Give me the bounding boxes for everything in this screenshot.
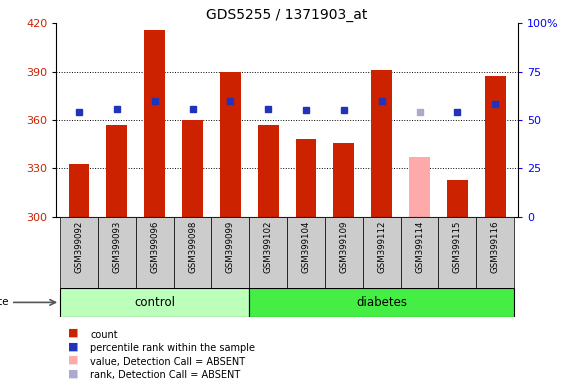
Text: ■: ■	[68, 328, 78, 338]
Text: GSM399096: GSM399096	[150, 220, 159, 273]
Bar	[60, 288, 249, 317]
Text: count: count	[90, 330, 118, 340]
Bar	[447, 180, 468, 217]
Bar	[258, 125, 279, 217]
Bar	[287, 217, 325, 288]
Text: diabetes: diabetes	[356, 296, 407, 309]
Text: GSM399102: GSM399102	[263, 220, 272, 273]
Bar	[476, 217, 514, 288]
Bar	[401, 217, 439, 288]
Text: GSM399116: GSM399116	[491, 220, 500, 273]
Text: GSM399115: GSM399115	[453, 220, 462, 273]
Bar	[220, 71, 241, 217]
Bar	[182, 120, 203, 217]
Text: percentile rank within the sample: percentile rank within the sample	[90, 343, 255, 353]
Text: disease state: disease state	[0, 297, 9, 308]
Bar	[325, 217, 363, 288]
Text: GSM399099: GSM399099	[226, 220, 235, 273]
Bar	[485, 76, 506, 217]
Title: GDS5255 / 1371903_at: GDS5255 / 1371903_at	[207, 8, 368, 22]
Text: GSM399112: GSM399112	[377, 220, 386, 273]
Text: value, Detection Call = ABSENT: value, Detection Call = ABSENT	[90, 357, 245, 367]
Bar	[60, 217, 98, 288]
Bar	[296, 139, 316, 217]
Text: ■: ■	[68, 355, 78, 365]
Bar	[363, 217, 401, 288]
Bar	[69, 164, 90, 217]
Bar	[409, 157, 430, 217]
Bar	[136, 217, 173, 288]
Bar	[249, 217, 287, 288]
Text: GSM399098: GSM399098	[188, 220, 197, 273]
Text: GSM399114: GSM399114	[415, 220, 424, 273]
Bar	[98, 217, 136, 288]
Bar	[173, 217, 212, 288]
Text: ■: ■	[68, 341, 78, 351]
Text: GSM399104: GSM399104	[302, 220, 311, 273]
Text: GSM399109: GSM399109	[339, 220, 348, 273]
Text: GSM399093: GSM399093	[113, 220, 122, 273]
Text: GSM399092: GSM399092	[74, 220, 83, 273]
Bar	[439, 217, 476, 288]
Text: rank, Detection Call = ABSENT: rank, Detection Call = ABSENT	[90, 370, 240, 380]
Bar	[212, 217, 249, 288]
Bar	[249, 288, 514, 317]
Bar	[144, 30, 165, 217]
Bar	[372, 70, 392, 217]
Text: ■: ■	[68, 368, 78, 378]
Bar	[333, 142, 354, 217]
Bar	[106, 125, 127, 217]
Text: control: control	[134, 296, 175, 309]
